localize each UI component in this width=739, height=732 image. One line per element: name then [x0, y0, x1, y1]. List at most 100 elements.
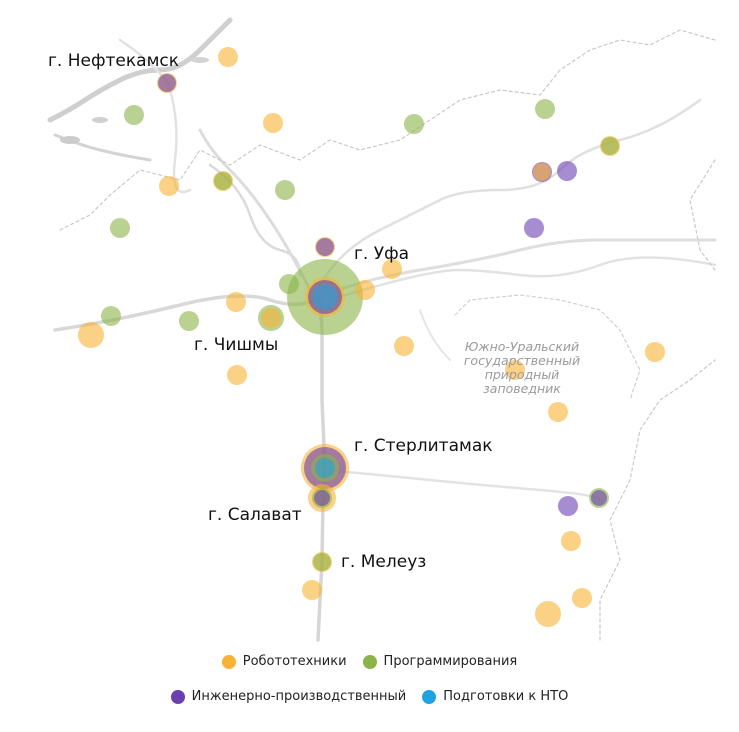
- city-label-chishmy: г. Чишмы: [194, 335, 278, 355]
- school-marker[interactable]: [124, 105, 144, 125]
- school-marker[interactable]: [548, 402, 568, 422]
- city-label-neftekamsk: г. Нефтекамск: [48, 51, 179, 71]
- marker-circle-programming: [535, 99, 555, 119]
- river: [318, 98, 702, 287]
- marker-circle-programming: [124, 105, 144, 125]
- school-marker[interactable]: [600, 136, 620, 156]
- river: [419, 309, 451, 361]
- marker-circle-robotics: [302, 580, 322, 600]
- marker-circle-robotics: [572, 588, 592, 608]
- school-marker[interactable]: [589, 488, 609, 508]
- marker-circle-engineering: [314, 490, 330, 506]
- school-marker[interactable]: [301, 444, 349, 492]
- marker-circle-engineering: [558, 496, 578, 516]
- marker-circle-robotics: [159, 176, 179, 196]
- city-label-meleuz: г. Мелеуз: [341, 552, 426, 572]
- marker-circle-robotics: [394, 336, 414, 356]
- school-marker[interactable]: [561, 531, 581, 551]
- river: [47, 17, 233, 123]
- city-label-ufa: г. Уфа: [354, 244, 409, 264]
- legend-swatch-engineering: [170, 689, 185, 704]
- marker-circle-programming: [101, 306, 121, 326]
- marker-circle-engineering: [591, 490, 607, 506]
- school-marker[interactable]: [157, 73, 177, 93]
- legend-item-nto: Подготовки к НТО: [422, 689, 568, 704]
- legend-swatch-robotics: [221, 654, 236, 669]
- marker-circle-nto: [312, 284, 338, 310]
- school-marker[interactable]: [532, 162, 552, 182]
- school-marker[interactable]: [218, 47, 238, 67]
- legend-label-nto: Подготовки к НТО: [443, 689, 569, 704]
- legend-label-robotics: Робототехники: [242, 654, 347, 669]
- lake: [60, 136, 80, 144]
- marker-circle-programming: [110, 218, 130, 238]
- reserve-label: Южно-Уральский государственный природный…: [464, 339, 580, 396]
- school-marker[interactable]: [308, 484, 336, 512]
- school-marker[interactable]: [404, 114, 424, 134]
- school-marker[interactable]: [558, 496, 578, 516]
- school-marker[interactable]: [312, 552, 332, 572]
- school-marker[interactable]: [213, 171, 233, 191]
- road: [166, 81, 192, 194]
- school-marker[interactable]: [275, 180, 295, 200]
- marker-circle-robotics: [561, 531, 581, 551]
- school-marker[interactable]: [263, 113, 283, 133]
- legend-swatch-nto: [422, 689, 437, 704]
- school-marker[interactable]: [302, 580, 322, 600]
- school-marker[interactable]: [394, 336, 414, 356]
- reserve-label-line2: государственный: [464, 353, 580, 368]
- marker-circle-programming: [601, 137, 619, 155]
- marker-circle-robotics: [263, 113, 283, 133]
- school-marker[interactable]: [505, 360, 525, 380]
- reserve-label-line3: природный: [485, 367, 560, 382]
- river: [328, 256, 717, 302]
- marker-circle-engineering: [316, 238, 334, 256]
- school-marker[interactable]: [382, 259, 402, 279]
- marker-circle-nto: [315, 458, 335, 478]
- school-marker[interactable]: [355, 280, 375, 300]
- lake: [191, 57, 209, 63]
- legend-row-1: Робототехники Программирования: [0, 654, 739, 669]
- school-marker[interactable]: [110, 218, 130, 238]
- lake: [92, 117, 108, 123]
- school-marker[interactable]: [535, 601, 561, 627]
- school-marker[interactable]: [315, 237, 335, 257]
- legend-label-programming: Программирования: [383, 654, 518, 669]
- school-marker[interactable]: [535, 99, 555, 119]
- city-label-salavat: г. Салават: [208, 505, 302, 525]
- school-marker[interactable]: [78, 322, 104, 348]
- marker-circle-engineering: [557, 161, 577, 181]
- marker-circle-robotics: [645, 342, 665, 362]
- school-marker[interactable]: [645, 342, 665, 362]
- school-marker[interactable]: [524, 218, 544, 238]
- marker-circle-programming: [404, 114, 424, 134]
- legend-item-programming: Программирования: [362, 654, 518, 669]
- marker-circle-robotics: [533, 163, 551, 181]
- school-marker[interactable]: [101, 306, 121, 326]
- marker-circle-robotics: [227, 365, 247, 385]
- marker-circle-robotics: [218, 47, 238, 67]
- road: [198, 128, 312, 292]
- school-marker[interactable]: [179, 311, 199, 331]
- legend-item-engineering: Инженерно-производственный: [170, 689, 406, 704]
- school-marker[interactable]: [572, 588, 592, 608]
- marker-circle-robotics: [355, 280, 375, 300]
- school-marker[interactable]: [226, 292, 246, 312]
- school-marker[interactable]: [258, 305, 284, 331]
- legend-row-2: Инженерно-производственный Подготовки к …: [0, 689, 739, 704]
- markers-layer: [78, 47, 665, 627]
- region-map: Южно-Уральский государственный природный…: [47, 17, 717, 642]
- marker-circle-engineering: [524, 218, 544, 238]
- region-border: [59, 29, 716, 641]
- school-marker[interactable]: [159, 176, 179, 196]
- marker-circle-robotics: [505, 360, 525, 380]
- school-marker[interactable]: [227, 365, 247, 385]
- marker-circle-robotics: [226, 292, 246, 312]
- road: [318, 238, 717, 299]
- marker-circle-robotics: [535, 601, 561, 627]
- basemap: [47, 17, 717, 642]
- school-marker[interactable]: [557, 161, 577, 181]
- marker-circle-robotics: [382, 259, 402, 279]
- school-marker[interactable]: [287, 259, 363, 335]
- marker-circle-programming: [313, 553, 331, 571]
